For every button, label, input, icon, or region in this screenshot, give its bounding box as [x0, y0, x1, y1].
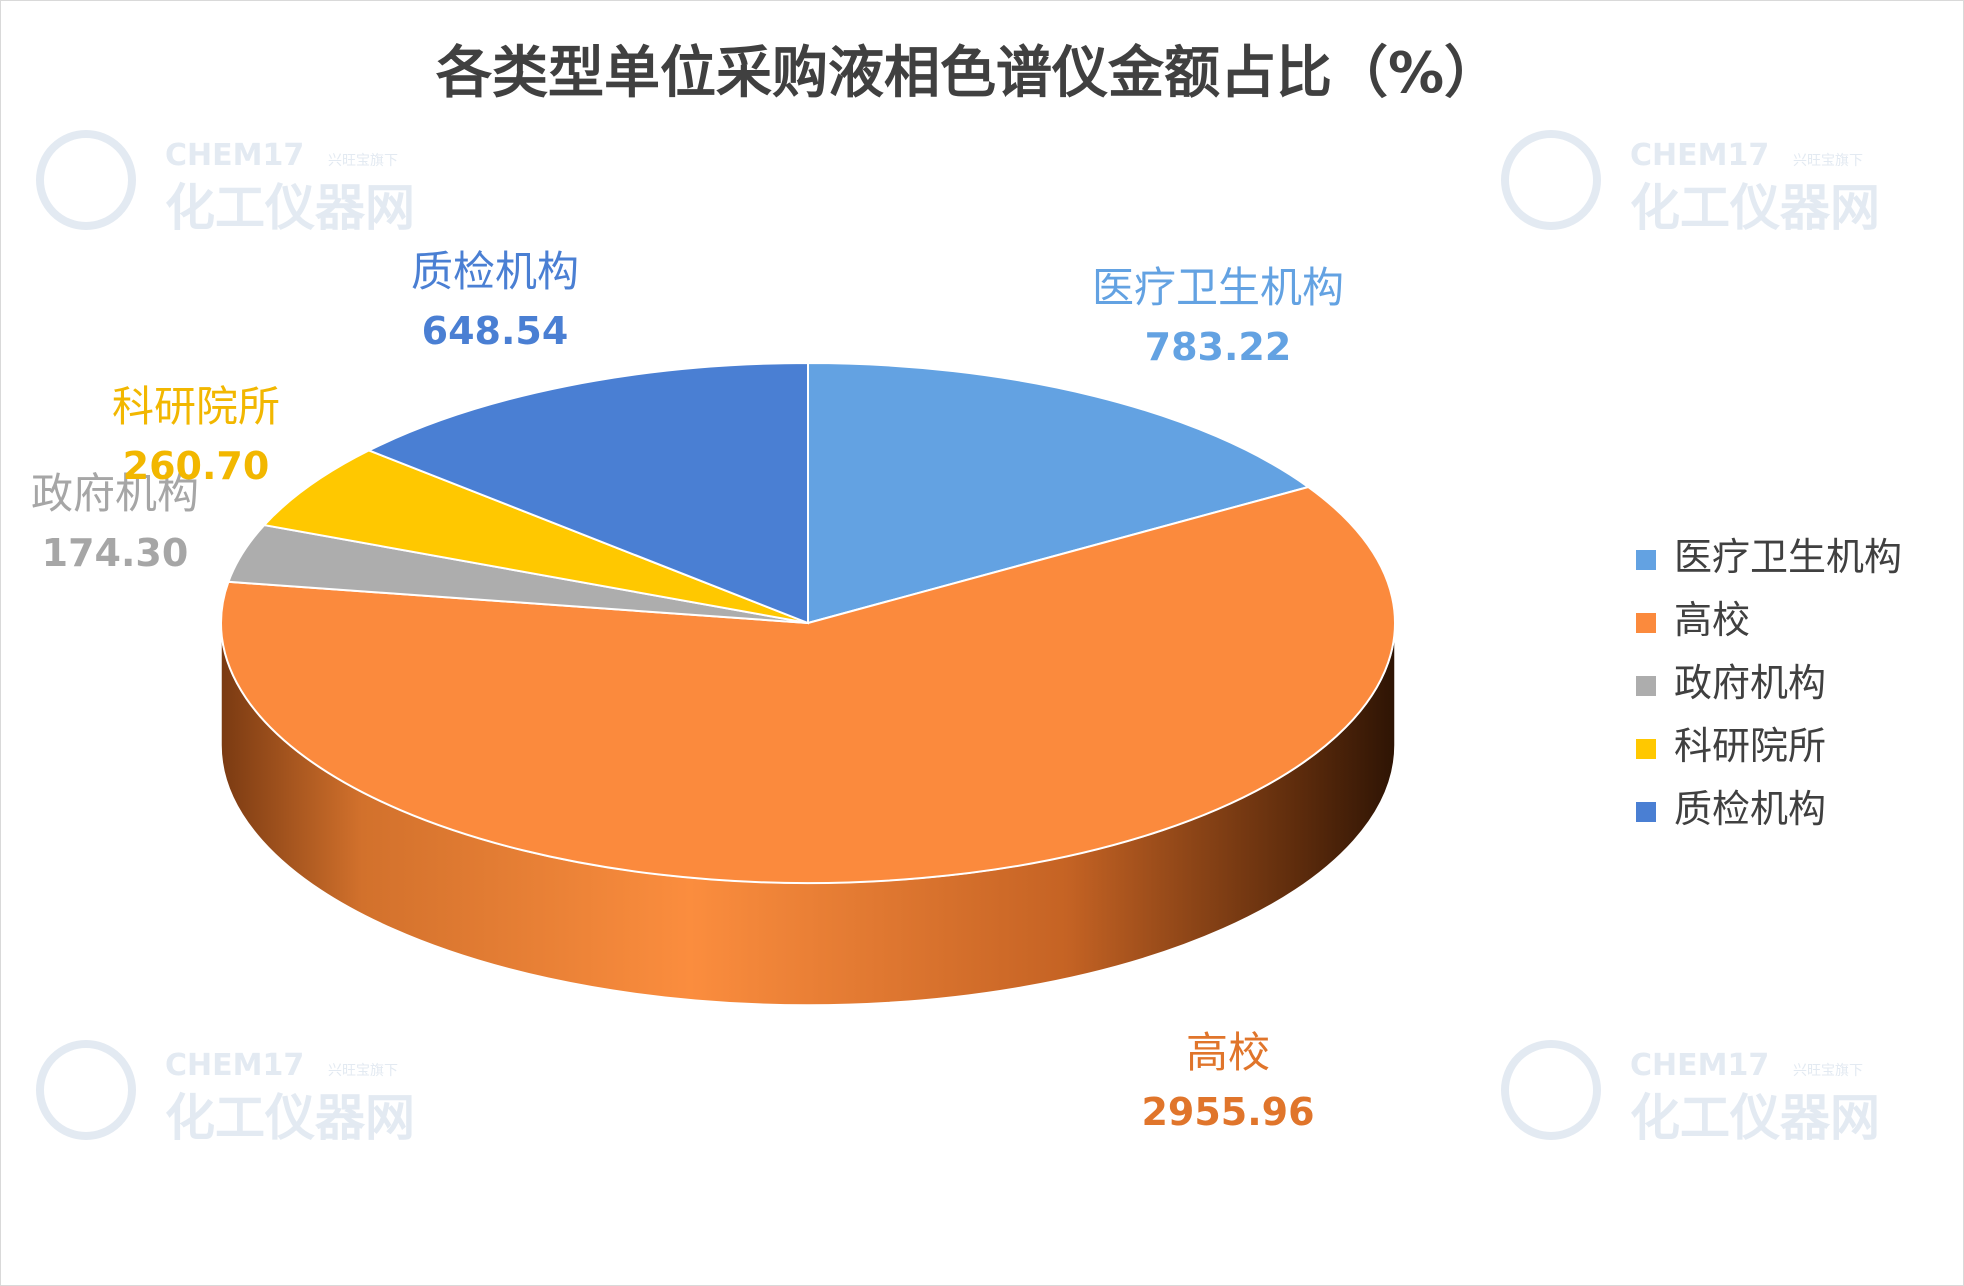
legend-swatch — [1636, 802, 1656, 822]
pie-layer — [220, 361, 1396, 1006]
legend-swatch — [1636, 550, 1656, 570]
watermark-logo-icon — [1501, 1040, 1601, 1140]
data-label-category: 科研院所 — [112, 382, 280, 431]
legend-item: 医疗卫生机构 — [1636, 535, 1902, 579]
data-label-value: 783.22 — [1145, 325, 1292, 369]
data-label: 医疗卫生机构 783.22 — [1092, 263, 1344, 369]
watermark-slogan: 兴旺宝旗下 — [1793, 1063, 1863, 1079]
legend-swatch — [1636, 739, 1656, 759]
data-label-category: 政府机构 — [31, 469, 199, 518]
watermark-brand: CHEM17 — [1630, 138, 1769, 173]
watermark-logo-icon — [36, 1040, 136, 1140]
legend-label: 医疗卫生机构 — [1674, 535, 1902, 579]
data-label: 科研院所 260.70 — [112, 382, 280, 488]
pie-slice — [262, 449, 809, 624]
data-label-layer: 医疗卫生机构 783.22 高校 2955.96 政府机构 174.30 科研院所 260.7… — [31, 247, 1344, 1134]
watermark-brand: CHEM17 — [165, 138, 304, 173]
legend-label: 高校 — [1674, 598, 1750, 642]
legend-item: 政府机构 — [1636, 661, 1826, 705]
legend-swatch — [1636, 676, 1656, 696]
watermark-slogan: 兴旺宝旗下 — [328, 1063, 398, 1079]
legend-label: 科研院所 — [1674, 724, 1826, 768]
watermark-brand: CHEM17 — [165, 1048, 304, 1083]
legend-label: 质检机构 — [1674, 787, 1826, 831]
data-label-category: 医疗卫生机构 — [1092, 263, 1344, 312]
pie-slice — [366, 361, 809, 625]
data-label-value: 2955.96 — [1141, 1090, 1314, 1134]
data-label-category: 质检机构 — [411, 247, 579, 296]
legend-label: 政府机构 — [1674, 661, 1826, 705]
data-label-category: 高校 — [1186, 1028, 1270, 1077]
watermark-logo-icon — [1501, 130, 1601, 230]
data-label-value: 174.30 — [42, 531, 189, 575]
watermark-site: 化工仪器网 — [165, 179, 415, 237]
legend-item: 质检机构 — [1636, 787, 1826, 831]
data-label: 政府机构 174.30 — [31, 469, 199, 575]
legend-item: 高校 — [1636, 598, 1750, 642]
legend-item: 科研院所 — [1636, 724, 1826, 768]
data-label-value: 260.70 — [123, 444, 270, 488]
data-label: 高校 2955.96 — [1141, 1028, 1314, 1134]
watermark-site: 化工仪器网 — [1630, 179, 1880, 237]
watermark-brand: CHEM17 — [1630, 1048, 1769, 1083]
watermark-slogan: 兴旺宝旗下 — [328, 153, 398, 169]
legend-swatch — [1636, 613, 1656, 633]
chart-title: 各类型单位采购液相色谱仪金额占比（%） — [436, 41, 1500, 106]
data-label-value: 648.54 — [422, 309, 569, 353]
watermark-slogan: 兴旺宝旗下 — [1793, 153, 1863, 169]
watermark-logo-icon — [36, 130, 136, 230]
watermark-site: 化工仪器网 — [165, 1089, 415, 1147]
watermark-site: 化工仪器网 — [1630, 1089, 1880, 1147]
pie-slice — [807, 361, 1311, 625]
pie-slice — [220, 485, 1396, 884]
data-label: 质检机构 648.54 — [411, 247, 579, 353]
